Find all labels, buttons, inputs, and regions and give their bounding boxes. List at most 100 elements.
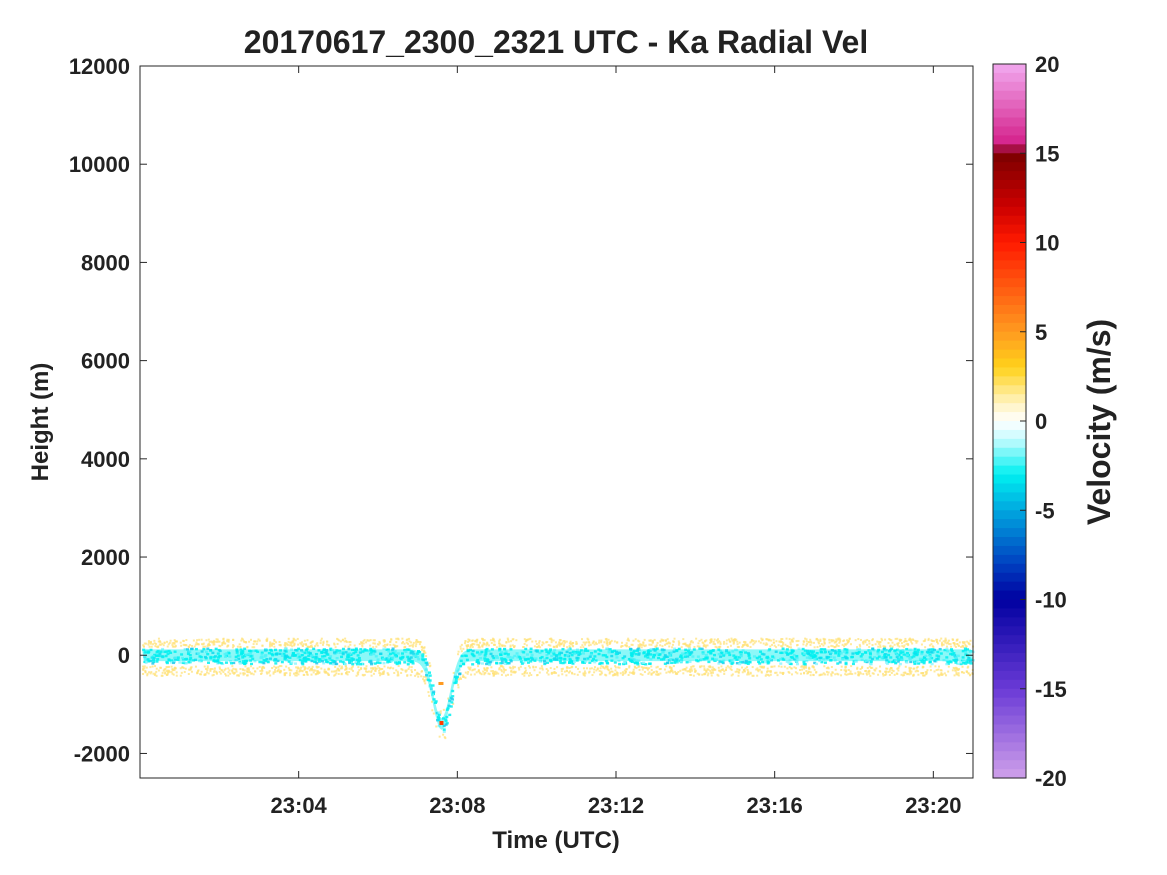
echo-fringe-point [773,665,776,668]
echo-fringe-point [703,643,706,646]
echo-core-point [212,656,216,659]
echo-core-point [747,660,751,664]
echo-fringe-point [338,669,341,672]
echo-fringe-point [801,665,804,668]
echo-core-point [278,652,282,656]
echo-core-point [834,651,838,655]
echo-core-point [663,654,667,657]
echo-fringe-point [813,646,816,649]
echo-core-point [242,660,246,663]
echo-fringe-point [914,670,917,673]
echo-fringe-point [373,639,376,642]
echo-fringe-point [327,668,330,671]
echo-fringe-point [723,640,726,643]
echo-core-point [744,651,748,654]
echo-core-point [387,650,391,653]
echo-core-point [545,653,549,657]
echo-core-point [290,661,294,664]
echo-fringe-point [696,672,699,675]
echo-fringe-point [668,645,671,648]
echo-core-point [844,662,848,666]
echo-core-point [969,662,973,665]
echo-fringe-point [648,671,651,674]
echo-fringe-point [946,641,949,644]
echo-core-point [499,653,503,656]
echo-core-point [449,705,453,708]
echo-core-point [344,651,348,654]
echo-fringe-point [531,640,534,643]
echo-fringe-point [561,667,564,670]
echo-fringe-point [218,667,221,670]
echo-fringe-point [558,641,561,644]
echo-fringe-point [865,673,868,676]
echo-core-point [701,652,705,655]
echo-fringe-point [459,677,462,680]
echo-fringe-point [161,671,164,674]
echo-core-point [322,648,326,651]
echo-fringe-point [638,668,641,671]
echo-fringe-point [189,666,192,669]
echo-core-point [780,651,784,655]
echo-core-point [492,656,496,660]
echo-fringe-point [507,640,510,643]
echo-fringe-point [348,641,351,644]
echo-fringe-point [565,674,568,677]
echo-fringe-point [709,669,712,672]
echo-fringe-point [766,670,769,673]
echo-fringe-point [968,643,971,646]
echo-fringe-point [395,669,398,672]
echo-fringe-point [746,668,749,671]
echo-core-point [404,650,408,653]
echo-core-point [247,652,251,656]
echo-core-point [249,654,253,658]
y-tick-label: 4000 [81,447,130,472]
echo-fringe-point [845,669,848,672]
echo-core-point [555,653,559,657]
echo-fringe-point [147,640,150,643]
echo-core-point [899,649,903,653]
echo-fringe-point [206,669,209,672]
echo-fringe-point [183,644,186,647]
echo-core-point [575,648,579,651]
echo-fringe-point [827,671,830,674]
echo-fringe-point [180,671,183,674]
colorbar-segment [993,233,1026,244]
colorbar-segment [993,117,1026,128]
echo-fringe-point [512,638,515,641]
echo-core-point [905,651,909,655]
echo-fringe-point [464,671,467,674]
echo-core-point [554,655,558,658]
echo-core-point [442,724,446,728]
echo-fringe-point [582,641,585,644]
echo-fringe-point [725,666,728,669]
echo-fringe-point [296,637,299,640]
echo-fringe-point [261,644,264,647]
echo-fringe-point [650,643,653,646]
echo-fringe-point [908,668,911,671]
echo-core-point [444,718,448,721]
echo-fringe-point [277,666,280,669]
echo-core-point [491,655,495,658]
echo-fringe-point [678,642,681,645]
echo-fringe-point [360,668,363,671]
echo-core-point [922,660,926,663]
echo-fringe-point [206,667,209,670]
echo-fringe-point [845,642,848,645]
echo-core-point [371,649,375,653]
echo-fringe-point [743,670,746,673]
echo-fringe-point [947,639,950,642]
echo-core-point [506,662,510,665]
echo-core-point [529,650,533,654]
echo-fringe-point [464,642,467,645]
echo-fringe-point [381,671,384,674]
echo-core-point [539,656,543,660]
echo-fringe-point [786,667,789,670]
echo-core-point [146,658,150,661]
colorbar-segment [993,760,1026,770]
echo-core-point [552,653,556,656]
echo-core-point [379,652,383,655]
echo-fringe-point [378,642,381,645]
echo-core-point [683,652,687,656]
echo-fringe-point [408,644,411,647]
echo-fringe-point [604,673,607,676]
